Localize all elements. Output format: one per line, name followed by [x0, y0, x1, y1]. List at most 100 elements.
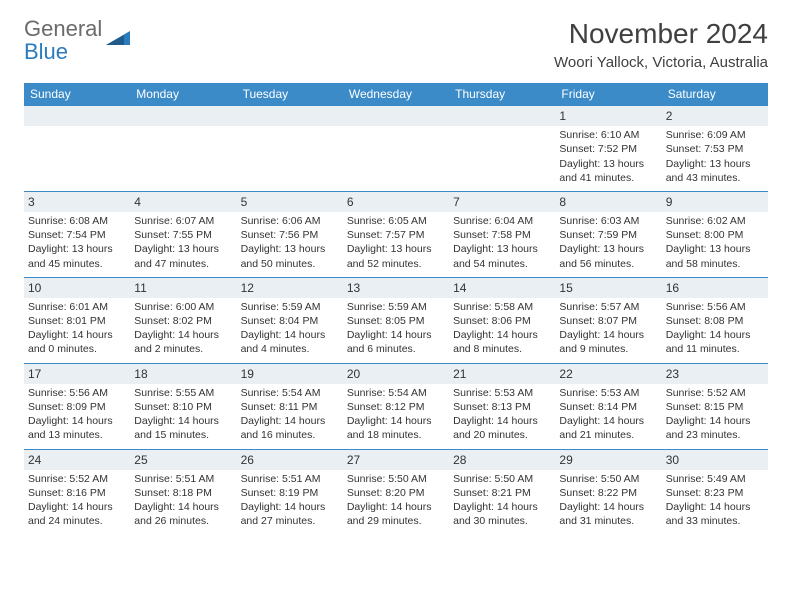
daylight-line: Daylight: 14 hours and 33 minutes. — [666, 500, 764, 528]
sunset-line: Sunset: 8:09 PM — [28, 400, 126, 414]
daylight-line: Daylight: 14 hours and 8 minutes. — [453, 328, 551, 356]
sunset-line: Sunset: 8:18 PM — [134, 486, 232, 500]
logo-line2: Blue — [24, 41, 102, 63]
calendar-cell: 4Sunrise: 6:07 AMSunset: 7:55 PMDaylight… — [130, 191, 236, 277]
location: Woori Yallock, Victoria, Australia — [554, 54, 768, 71]
calendar-body: 1 Sunrise: 6:10 AMSunset: 7:52 PM Daylight… — [24, 106, 768, 535]
sunset-line: Sunset: 8:07 PM — [559, 314, 657, 328]
calendar-cell — [449, 106, 555, 192]
day-header: Saturday — [662, 83, 768, 106]
calendar-cell: 28Sunrise: 5:50 AMSunset: 8:21 PMDayligh… — [449, 449, 555, 534]
day-number: 1 — [555, 106, 661, 126]
day-number: 25 — [130, 450, 236, 470]
day-number: 12 — [237, 278, 343, 298]
day-number: 27 — [343, 450, 449, 470]
calendar-cell: 7Sunrise: 6:04 AMSunset: 7:58 PMDaylight… — [449, 191, 555, 277]
sunrise-line: Sunrise: 6:02 AM — [666, 214, 764, 228]
calendar-row: 24Sunrise: 5:52 AMSunset: 8:16 PMDayligh… — [24, 449, 768, 534]
sunrise-line: Sunrise: 5:50 AM — [347, 472, 445, 486]
calendar-cell: 23Sunrise: 5:52 AMSunset: 8:15 PMDayligh… — [662, 363, 768, 449]
sunrise-line: Sunrise: 6:04 AM — [453, 214, 551, 228]
sunset-line: Sunset: 7:52 PM — [559, 142, 657, 156]
calendar-row: 17Sunrise: 5:56 AMSunset: 8:09 PMDayligh… — [24, 363, 768, 449]
logo-triangle-icon — [106, 29, 132, 52]
calendar-cell: 12Sunrise: 5:59 AMSunset: 8:04 PMDayligh… — [237, 277, 343, 363]
sunset-line: Sunset: 7:59 PM — [559, 228, 657, 242]
sunrise-line: Sunrise: 5:49 AM — [666, 472, 764, 486]
day-number-empty — [24, 106, 130, 126]
sunrise-line: Sunrise: 6:09 AM — [666, 128, 764, 142]
day-number: 6 — [343, 192, 449, 212]
daylight-line: Daylight: 14 hours and 4 minutes. — [241, 328, 339, 356]
calendar-cell — [24, 106, 130, 192]
calendar-cell: 22Sunrise: 5:53 AMSunset: 8:14 PMDayligh… — [555, 363, 661, 449]
month-title: November 2024 — [554, 18, 768, 50]
calendar-cell — [343, 106, 449, 192]
sunrise-line: Sunrise: 5:54 AM — [347, 386, 445, 400]
sunrise-line: Sunrise: 5:51 AM — [241, 472, 339, 486]
calendar-cell: 30Sunrise: 5:49 AMSunset: 8:23 PMDayligh… — [662, 449, 768, 534]
daylight-line: Daylight: 14 hours and 13 minutes. — [28, 414, 126, 442]
day-number: 13 — [343, 278, 449, 298]
sunrise-line: Sunrise: 5:59 AM — [241, 300, 339, 314]
calendar-cell: 10Sunrise: 6:01 AMSunset: 8:01 PMDayligh… — [24, 277, 130, 363]
sunrise-line: Sunrise: 5:52 AM — [28, 472, 126, 486]
sunrise-line: Sunrise: 6:00 AM — [134, 300, 232, 314]
sunset-line: Sunset: 7:54 PM — [28, 228, 126, 242]
daylight-line: Daylight: 14 hours and 11 minutes. — [666, 328, 764, 356]
sunset-line: Sunset: 7:53 PM — [666, 142, 764, 156]
day-header: Wednesday — [343, 83, 449, 106]
calendar-row: 3Sunrise: 6:08 AMSunset: 7:54 PMDaylight… — [24, 191, 768, 277]
daylight-line: Daylight: 14 hours and 18 minutes. — [347, 414, 445, 442]
day-number: 8 — [555, 192, 661, 212]
day-number: 11 — [130, 278, 236, 298]
daylight-line: Daylight: 14 hours and 29 minutes. — [347, 500, 445, 528]
sunset-line: Sunset: 8:06 PM — [453, 314, 551, 328]
sunset-line: Sunset: 8:14 PM — [559, 400, 657, 414]
daylight-line: Daylight: 13 hours and 58 minutes. — [666, 242, 764, 270]
logo-line1: General — [24, 16, 102, 41]
sunset-line: Sunset: 7:57 PM — [347, 228, 445, 242]
sunrise-line: Sunrise: 5:51 AM — [134, 472, 232, 486]
day-number: 28 — [449, 450, 555, 470]
sunrise-line: Sunrise: 5:57 AM — [559, 300, 657, 314]
day-number: 26 — [237, 450, 343, 470]
sunset-line: Sunset: 8:21 PM — [453, 486, 551, 500]
calendar-row: 10Sunrise: 6:01 AMSunset: 8:01 PMDayligh… — [24, 277, 768, 363]
sunrise-line: Sunrise: 5:59 AM — [347, 300, 445, 314]
day-number: 10 — [24, 278, 130, 298]
day-number: 20 — [343, 364, 449, 384]
sunrise-line: Sunrise: 5:58 AM — [453, 300, 551, 314]
day-number: 17 — [24, 364, 130, 384]
calendar-cell: 5Sunrise: 6:06 AMSunset: 7:56 PMDaylight… — [237, 191, 343, 277]
day-header: Sunday — [24, 83, 130, 106]
daylight-line: Daylight: 13 hours and 45 minutes. — [28, 242, 126, 270]
daylight-line: Daylight: 14 hours and 23 minutes. — [666, 414, 764, 442]
calendar-cell: 27Sunrise: 5:50 AMSunset: 8:20 PMDayligh… — [343, 449, 449, 534]
calendar-cell: 1Sunrise: 6:10 AMSunset: 7:52 PMDaylight… — [555, 106, 661, 192]
sunset-line: Sunset: 8:13 PM — [453, 400, 551, 414]
calendar-cell — [130, 106, 236, 192]
daylight-line: Daylight: 14 hours and 0 minutes. — [28, 328, 126, 356]
day-number-empty — [130, 106, 236, 126]
day-number-empty — [449, 106, 555, 126]
calendar-cell: 25Sunrise: 5:51 AMSunset: 8:18 PMDayligh… — [130, 449, 236, 534]
day-number: 23 — [662, 364, 768, 384]
calendar-cell: 11Sunrise: 6:00 AMSunset: 8:02 PMDayligh… — [130, 277, 236, 363]
calendar-cell: 9Sunrise: 6:02 AMSunset: 8:00 PMDaylight… — [662, 191, 768, 277]
calendar-cell: 24Sunrise: 5:52 AMSunset: 8:16 PMDayligh… — [24, 449, 130, 534]
calendar-cell: 26Sunrise: 5:51 AMSunset: 8:19 PMDayligh… — [237, 449, 343, 534]
day-header: Tuesday — [237, 83, 343, 106]
header: General Blue November 2024 Woori Yallock… — [24, 18, 768, 71]
sunrise-line: Sunrise: 5:52 AM — [666, 386, 764, 400]
sunset-line: Sunset: 8:19 PM — [241, 486, 339, 500]
sunset-line: Sunset: 8:08 PM — [666, 314, 764, 328]
daylight-line: Daylight: 14 hours and 2 minutes. — [134, 328, 232, 356]
calendar-cell: 17Sunrise: 5:56 AMSunset: 8:09 PMDayligh… — [24, 363, 130, 449]
logo: General Blue — [24, 18, 132, 63]
daylight-line: Daylight: 14 hours and 9 minutes. — [559, 328, 657, 356]
daylight-line: Daylight: 14 hours and 16 minutes. — [241, 414, 339, 442]
sunrise-line: Sunrise: 6:10 AM — [559, 128, 657, 142]
daylight-line: Daylight: 13 hours and 50 minutes. — [241, 242, 339, 270]
sunrise-line: Sunrise: 6:05 AM — [347, 214, 445, 228]
